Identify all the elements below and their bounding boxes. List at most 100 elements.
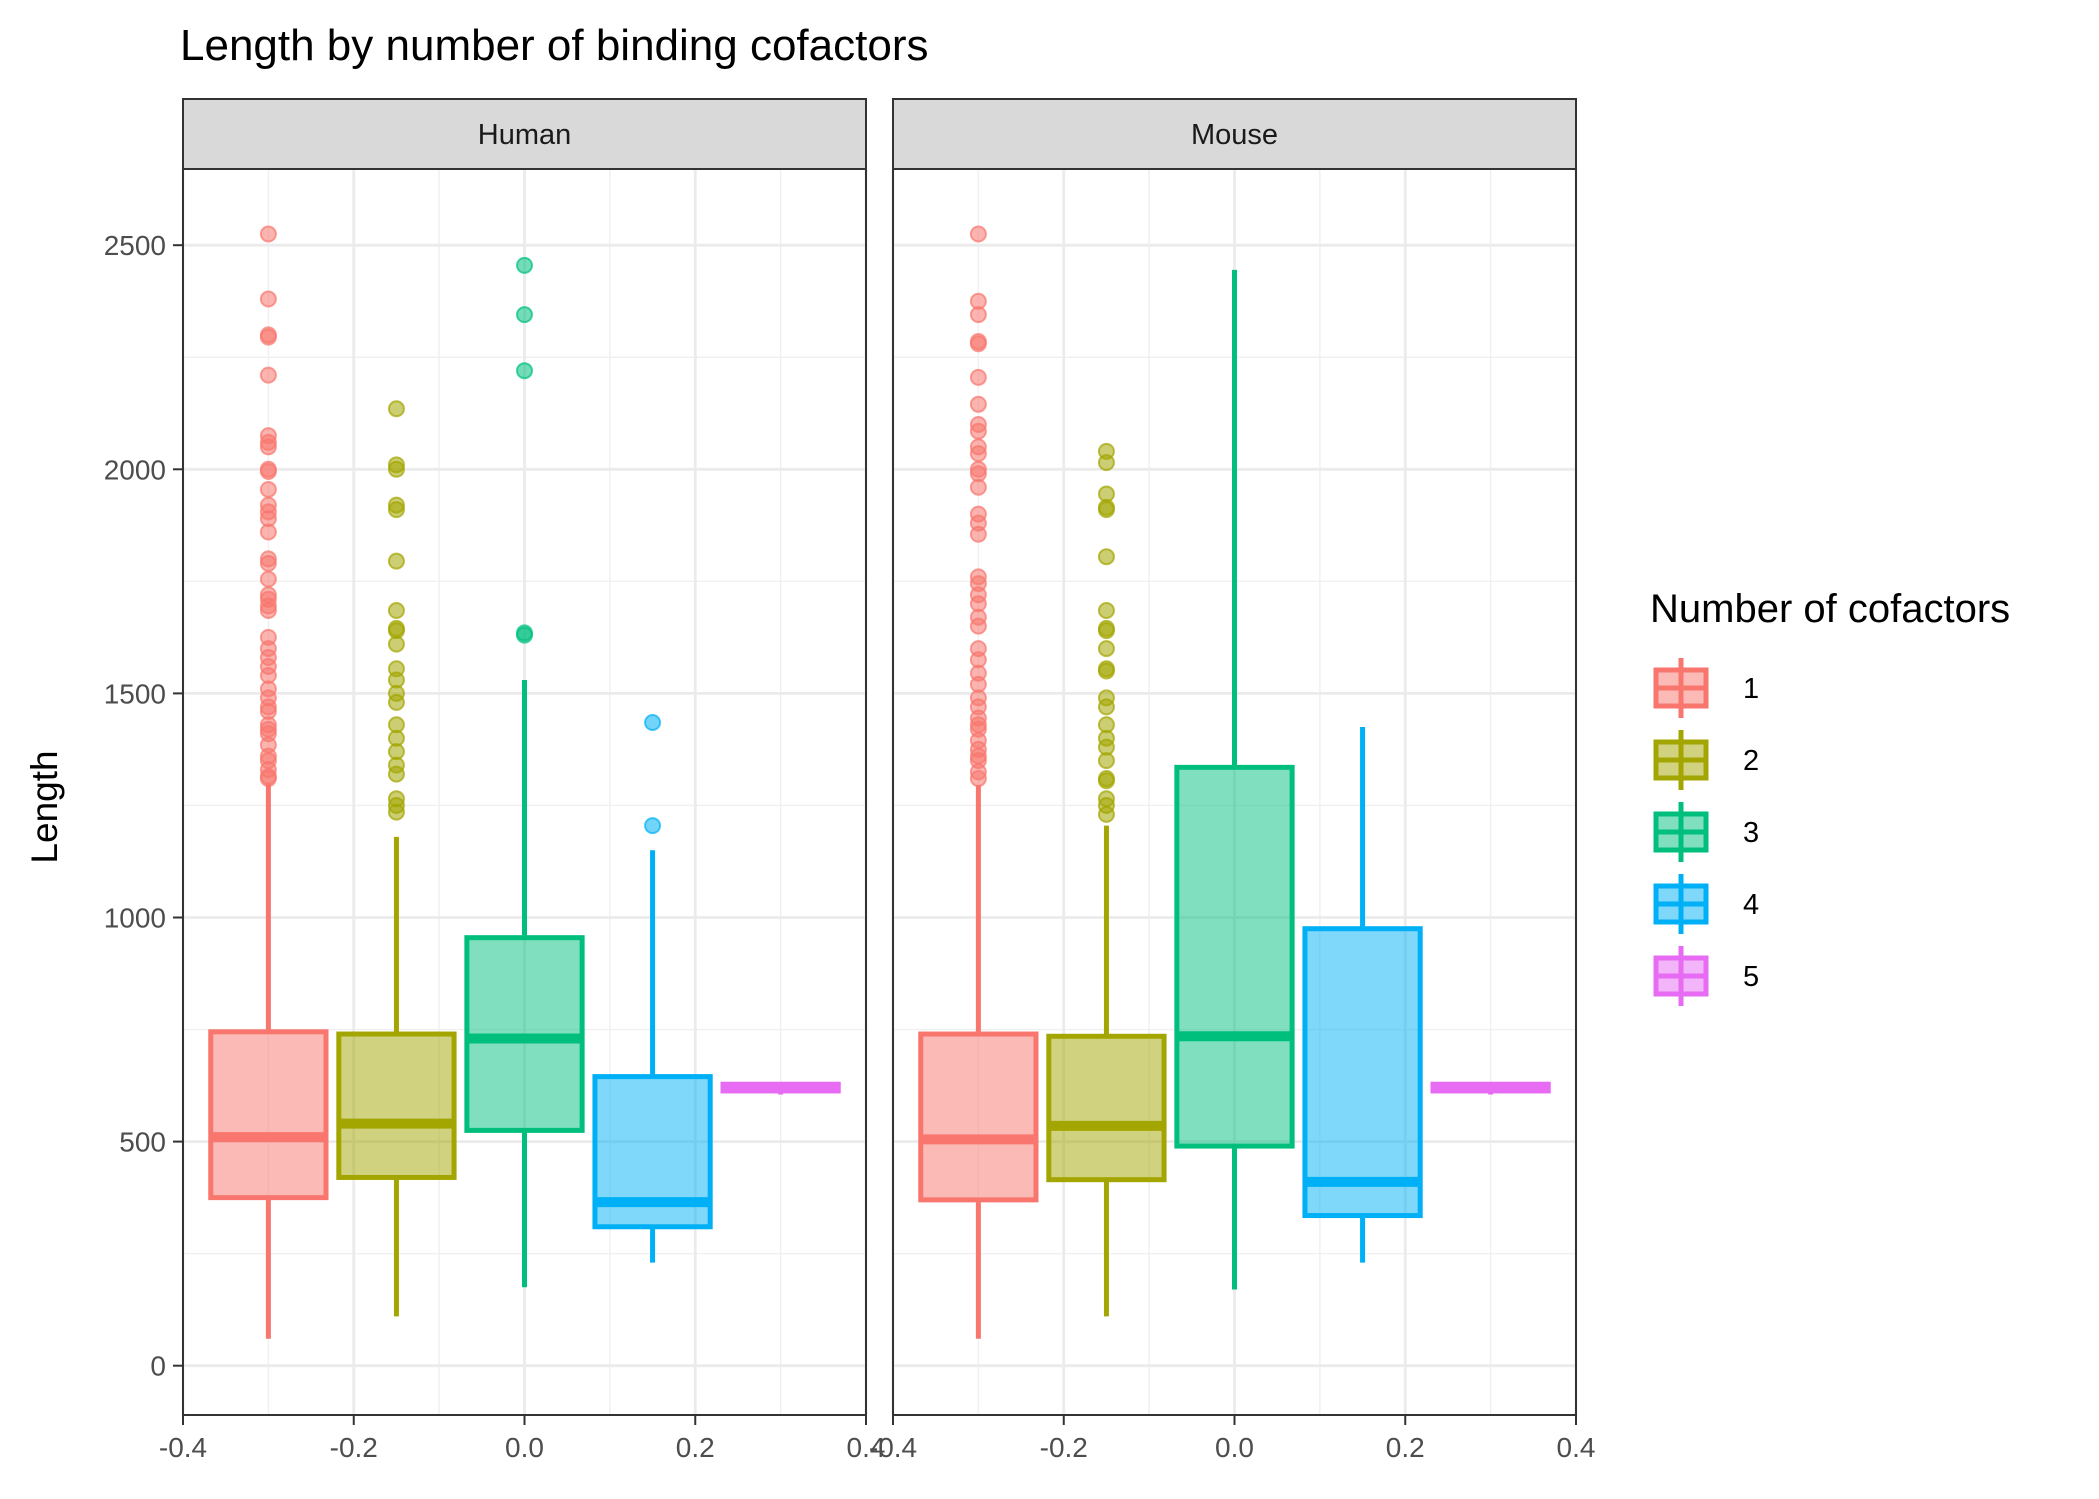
legend-label: 5 (1743, 961, 1759, 993)
box-group-2 (336, 400, 457, 1317)
strip-background (892, 98, 1577, 170)
outlier-point (259, 770, 277, 788)
outlier-point (1097, 805, 1115, 823)
outlier-point (516, 362, 533, 380)
strip-label-mouse: Mouse (1191, 119, 1278, 151)
box-iqr (918, 1031, 1039, 1203)
box-group-4 (1302, 727, 1423, 1263)
outlier-point (969, 335, 987, 353)
outlier-point (969, 225, 987, 243)
outlier-point (259, 523, 277, 541)
outlier-point (1097, 548, 1115, 566)
outlier-point (259, 438, 277, 456)
outlier-point (259, 366, 277, 384)
x-tick-label: 0.2 (1386, 1432, 1425, 1463)
outlier-point (387, 693, 405, 711)
outlier-point (387, 635, 405, 653)
strip-label-human: Human (478, 119, 572, 151)
y-tick-label: 2000 (104, 454, 166, 485)
facet-panel-mouse: Mouse -0.4 -0.2 0.0 0.2 0.4 (869, 98, 1596, 1463)
outlier-point (969, 525, 987, 543)
outlier-point (969, 422, 987, 440)
outlier-point (969, 306, 987, 324)
outlier-point (259, 554, 277, 572)
strip-background (182, 98, 867, 170)
outlier-point (387, 400, 405, 418)
box-group-4 (592, 714, 713, 1263)
outlier-point (387, 601, 405, 619)
legend-label: 1 (1743, 673, 1759, 705)
legend-label: 4 (1743, 889, 1759, 921)
box-iqr (1302, 926, 1423, 1219)
legend-label: 3 (1743, 817, 1759, 849)
outlier-point (1097, 622, 1115, 640)
box-group-2 (1046, 442, 1167, 1317)
outlier-point (1097, 662, 1115, 680)
box-group-5 (720, 1081, 841, 1095)
x-tick-label: 0.2 (676, 1432, 715, 1463)
facet-panels: Human -0.4 -0.2 0.0 0.2 0.4 0 500 1000 1500 2000 25… (104, 98, 1596, 1463)
outlier-point (516, 626, 533, 644)
y-axis-title: Length (24, 750, 65, 863)
outlier-point (969, 770, 987, 788)
box-group-3 (1174, 269, 1295, 1290)
outlier-point (1097, 454, 1115, 472)
outlier-point (969, 617, 987, 635)
outlier-point (1097, 640, 1115, 658)
outlier-point (644, 817, 662, 835)
outlier-point (969, 368, 987, 386)
box-iqr (1046, 1033, 1167, 1183)
x-tick-label: -0.2 (1040, 1432, 1088, 1463)
legend: Number of cofactors 1 2 3 4 5 (1650, 587, 2010, 1006)
y-tick-label: 1500 (104, 678, 166, 709)
y-tick-label: 2500 (104, 230, 166, 261)
legend-item-2: 2 (1653, 730, 1759, 790)
box-group-5 (1430, 1081, 1551, 1095)
outlier-point (387, 552, 405, 570)
outlier-point (387, 803, 405, 821)
outlier-point (1097, 752, 1115, 770)
outlier-point (259, 480, 277, 498)
x-tick-label: 0.4 (1557, 1432, 1596, 1463)
outlier-point (387, 765, 405, 783)
outlier-point (969, 395, 987, 413)
x-tick-label: 0.0 (1215, 1432, 1254, 1463)
outlier-point (259, 225, 277, 243)
legend-item-5: 5 (1653, 946, 1759, 1006)
x-tick-label: 0.0 (505, 1432, 544, 1463)
outlier-point (969, 478, 987, 496)
outlier-point (259, 601, 277, 619)
legend-title: Number of cofactors (1650, 587, 2010, 631)
facet-panel-human: Human -0.4 -0.2 0.0 0.2 0.4 0 500 1000 1500 2000 25… (104, 98, 886, 1463)
y-tick-label: 500 (119, 1127, 166, 1158)
x-tick-label: -0.4 (869, 1432, 917, 1463)
outlier-point (1097, 698, 1115, 716)
outlier-point (387, 501, 405, 519)
x-tick-label: 0.4 (847, 1432, 886, 1463)
outlier-point (387, 460, 405, 478)
legend-item-3: 3 (1653, 802, 1759, 862)
outlier-point (259, 463, 277, 481)
legend-label: 2 (1743, 745, 1759, 777)
box-iqr (208, 1029, 329, 1201)
legend-item-4: 4 (1653, 874, 1759, 934)
outlier-point (516, 306, 533, 324)
y-tick-label: 0 (150, 1351, 166, 1382)
outlier-point (516, 256, 533, 274)
outlier-point (259, 290, 277, 308)
box-iqr (1174, 764, 1295, 1149)
outlier-point (1097, 772, 1115, 790)
x-tick-label: -0.4 (159, 1432, 207, 1463)
box-group-1 (918, 225, 1039, 1339)
outlier-point (259, 328, 277, 346)
outlier-point (259, 570, 277, 588)
box-group-3 (464, 256, 585, 1288)
chart-title: Length by number of binding cofactors (180, 21, 928, 70)
outlier-point (969, 445, 987, 463)
box-iqr (336, 1031, 457, 1180)
x-tick-label: -0.2 (330, 1432, 378, 1463)
legend-item-1: 1 (1653, 658, 1759, 718)
box-group-1 (208, 225, 329, 1339)
outlier-point (1097, 501, 1115, 519)
